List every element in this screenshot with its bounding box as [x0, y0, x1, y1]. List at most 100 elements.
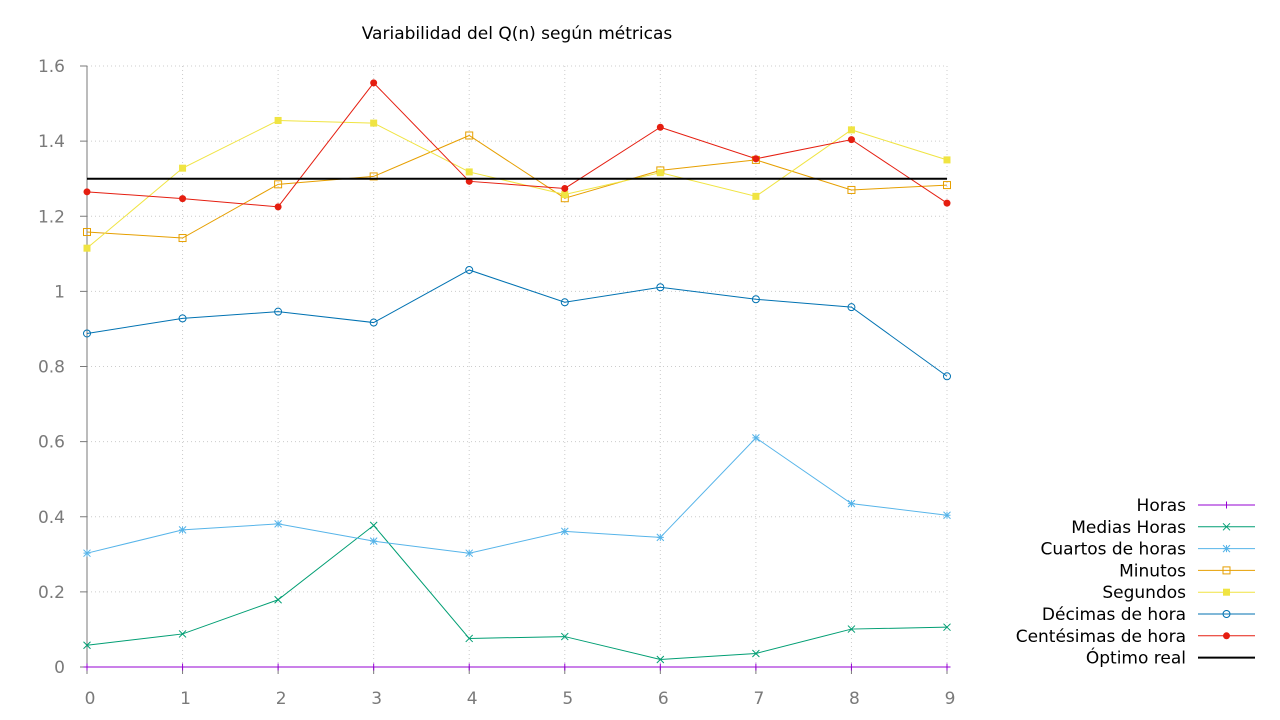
- data-point: [847, 625, 856, 633]
- data-point: [560, 298, 569, 307]
- x-tick-label: 3: [371, 689, 382, 709]
- legend-marker: [1222, 566, 1231, 575]
- x-tick-label: 1: [180, 689, 191, 709]
- legend-label: Horas: [1137, 496, 1187, 516]
- x-tick-label: 4: [467, 689, 478, 709]
- data-point: [847, 185, 856, 194]
- data-point: [369, 521, 378, 530]
- data-point: [943, 372, 951, 381]
- data-point: [847, 663, 855, 671]
- data-point: [83, 244, 91, 252]
- x-tick-label: 0: [85, 689, 96, 709]
- series-centesimas-de-hora: [83, 79, 951, 211]
- series-line: [86, 524, 948, 660]
- y-tick-label: 0: [54, 658, 65, 678]
- series-segundos: [83, 116, 951, 252]
- series-line: [86, 134, 948, 239]
- data-point: [847, 303, 856, 312]
- legend-entry: Décimas de hora: [1042, 605, 1255, 625]
- data-point: [752, 192, 760, 200]
- data-point: [465, 265, 474, 274]
- series-line: [86, 119, 948, 249]
- chart-title: Variabilidad del Q(n) según métricas: [362, 24, 673, 44]
- data-point: [83, 549, 91, 558]
- legend-entry: Centésimas de hora: [1016, 627, 1255, 647]
- x-tick-label: 9: [945, 689, 956, 709]
- legend-label: Minutos: [1119, 561, 1186, 581]
- legend-entry: Horas: [1137, 496, 1255, 516]
- legend-entry: Cuartos de horas: [1041, 540, 1255, 560]
- x-tick-label: 7: [753, 689, 764, 709]
- data-point: [274, 203, 282, 211]
- series-cuartos-de-horas: [83, 434, 951, 558]
- data-point: [370, 663, 378, 671]
- series-line: [86, 437, 948, 554]
- series-medias-horas: [83, 521, 951, 664]
- data-point: [847, 136, 855, 144]
- data-point: [943, 663, 951, 671]
- x-tick-label: 2: [276, 689, 287, 709]
- data-point: [274, 180, 283, 189]
- data-point: [561, 184, 569, 192]
- data-point: [369, 172, 378, 181]
- y-tick-label: 1: [54, 282, 65, 302]
- data-point: [847, 499, 856, 508]
- series-minutos: [83, 131, 951, 243]
- data-point: [943, 199, 951, 207]
- data-point: [83, 188, 91, 196]
- legend-entry: Segundos: [1102, 583, 1255, 603]
- data-point: [370, 119, 378, 127]
- data-point: [752, 155, 760, 163]
- y-tick-label: 1.2: [38, 207, 65, 227]
- data-point: [943, 181, 951, 190]
- data-point: [752, 663, 760, 671]
- data-point: [179, 164, 187, 172]
- y-tick-label: 0.4: [38, 508, 65, 528]
- data-point: [274, 595, 282, 604]
- grid: [87, 65, 948, 667]
- data-point: [83, 663, 91, 671]
- data-point: [274, 307, 283, 316]
- legend-marker: [1223, 501, 1230, 509]
- data-point: [179, 663, 187, 671]
- legend-entry: Minutos: [1119, 561, 1255, 581]
- legend-label: Décimas de hora: [1042, 605, 1186, 625]
- legend-marker: [1222, 610, 1231, 618]
- data-point: [465, 663, 473, 671]
- data-point: [656, 533, 665, 542]
- data-point: [465, 549, 474, 558]
- data-point: [943, 511, 951, 520]
- data-point: [370, 79, 378, 87]
- data-point: [83, 228, 91, 237]
- data-point: [560, 632, 569, 641]
- series-line: [86, 269, 948, 377]
- data-point: [847, 126, 855, 134]
- legend-label: Medias Horas: [1071, 518, 1186, 538]
- series-line: [86, 82, 948, 208]
- y-tick-label: 1.6: [38, 57, 65, 77]
- data-point: [178, 630, 187, 638]
- legend-marker: [1222, 544, 1231, 553]
- data-point: [752, 649, 760, 658]
- x-tick-label: 5: [562, 689, 573, 709]
- y-tick-label: 0.6: [38, 433, 65, 453]
- data-point: [465, 168, 473, 176]
- axes: 0 0.2 0.4 0.6 0.8 1 1.2 1.4 1.6 0 1 2 3 4 5 6 7 8 9: [38, 57, 955, 709]
- data-point: [83, 641, 91, 650]
- data-point: [465, 131, 474, 140]
- legend-entry: Medias Horas: [1071, 518, 1255, 538]
- y-tick-label: 0.2: [38, 583, 65, 603]
- legend-label: Segundos: [1102, 583, 1186, 603]
- legend-label: Cuartos de horas: [1041, 540, 1187, 560]
- y-tick-label: 1.4: [38, 132, 65, 152]
- x-tick-label: 6: [658, 689, 669, 709]
- legend-label: Óptimo real: [1086, 647, 1186, 669]
- data-point: [274, 116, 282, 124]
- legend-entry: Óptimo real: [1086, 647, 1255, 669]
- legend-marker: [1223, 632, 1230, 640]
- legend-marker: [1223, 588, 1230, 596]
- data-point: [751, 295, 760, 304]
- series-horas: [83, 663, 951, 671]
